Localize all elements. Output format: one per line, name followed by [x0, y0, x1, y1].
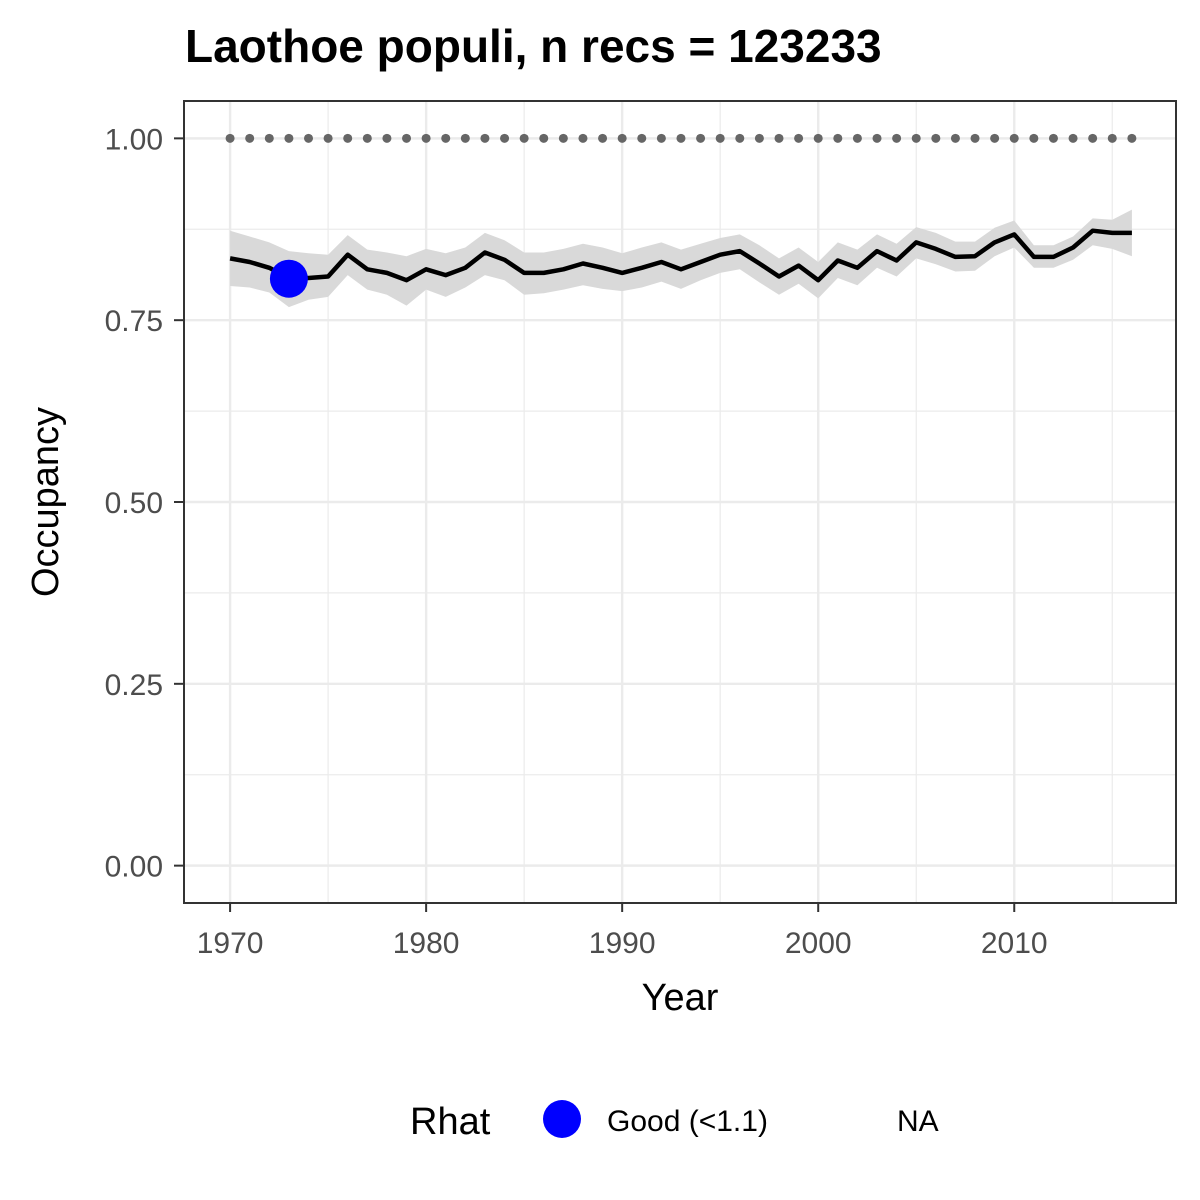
reference-point — [284, 133, 294, 143]
reference-point — [950, 133, 960, 143]
major-gridlines — [185, 102, 1175, 902]
reference-point — [343, 133, 353, 143]
reference-point — [696, 133, 706, 143]
reference-point — [852, 133, 862, 143]
reference-point — [1009, 133, 1019, 143]
reference-point — [637, 133, 647, 143]
reference-point — [1107, 133, 1117, 143]
reference-point — [892, 133, 902, 143]
reference-point — [990, 133, 1000, 143]
reference-point — [735, 133, 745, 143]
reference-point — [1048, 133, 1058, 143]
reference-point — [813, 133, 823, 143]
reference-point — [1127, 133, 1137, 143]
reference-point — [480, 133, 490, 143]
x-tick-label: 1990 — [589, 927, 656, 960]
x-axis: 1970 1980 1990 2000 2010 — [197, 903, 1048, 960]
legend-marker-good — [543, 1100, 581, 1138]
mean-line-layer — [229, 228, 1132, 283]
reference-point — [774, 133, 784, 143]
reference-point — [656, 133, 666, 143]
reference-point — [578, 133, 588, 143]
x-axis-title: Year — [642, 977, 719, 1019]
reference-point — [460, 133, 470, 143]
chart-title: Laothoe populi, n recs = 123233 — [185, 20, 882, 72]
y-tick-label: 1.00 — [105, 123, 163, 156]
legend: Rhat Good (<1.1) NA — [410, 1100, 939, 1143]
reference-point — [833, 133, 843, 143]
reference-point — [558, 133, 568, 143]
reference-point — [676, 133, 686, 143]
y-tick-label: 0.50 — [105, 487, 163, 520]
credible-interval-ribbon — [230, 209, 1132, 308]
reference-point — [245, 133, 255, 143]
x-tick-label: 1980 — [393, 927, 460, 960]
reference-point — [931, 133, 941, 143]
reference-point — [715, 133, 725, 143]
reference-point — [441, 133, 451, 143]
y-axis-title: Occupancy — [25, 407, 67, 597]
reference-point — [598, 133, 608, 143]
y-tick-label: 0.00 — [105, 851, 163, 884]
plot-panel-border — [183, 100, 1177, 904]
y-tick-label: 0.25 — [105, 669, 163, 702]
reference-point — [402, 133, 412, 143]
mean-occupancy-line — [229, 228, 1132, 283]
reference-point — [911, 133, 921, 143]
reference-point — [539, 133, 549, 143]
legend-label-na: NA — [897, 1105, 939, 1138]
reference-point — [362, 133, 372, 143]
legend-title: Rhat — [410, 1101, 491, 1143]
reference-point — [794, 133, 804, 143]
credible-interval-layer — [230, 209, 1132, 308]
reference-point — [500, 133, 510, 143]
x-tick-label: 1970 — [197, 927, 264, 960]
reference-point — [519, 133, 529, 143]
y-axis: 0.00 0.25 0.50 0.75 1.00 — [105, 123, 183, 884]
reference-point — [754, 133, 764, 143]
reference-point — [1068, 133, 1078, 143]
reference-point — [1029, 133, 1039, 143]
reference-point — [382, 133, 392, 143]
reference-point — [617, 133, 627, 143]
reference-point — [1088, 133, 1098, 143]
x-tick-label: 2000 — [785, 927, 852, 960]
reference-point — [264, 133, 274, 143]
reference-point — [304, 133, 314, 143]
reference-point — [421, 133, 431, 143]
reference-point — [872, 133, 882, 143]
rhat-points-layer — [269, 259, 308, 298]
x-tick-label: 2010 — [981, 927, 1048, 960]
y-tick-label: 0.75 — [105, 305, 163, 338]
reference-point — [970, 133, 980, 143]
reference-layer — [225, 133, 1137, 143]
rhat-good-point — [269, 259, 308, 298]
legend-label-good: Good (<1.1) — [607, 1105, 768, 1138]
reference-point — [323, 133, 333, 143]
reference-point — [225, 133, 235, 143]
